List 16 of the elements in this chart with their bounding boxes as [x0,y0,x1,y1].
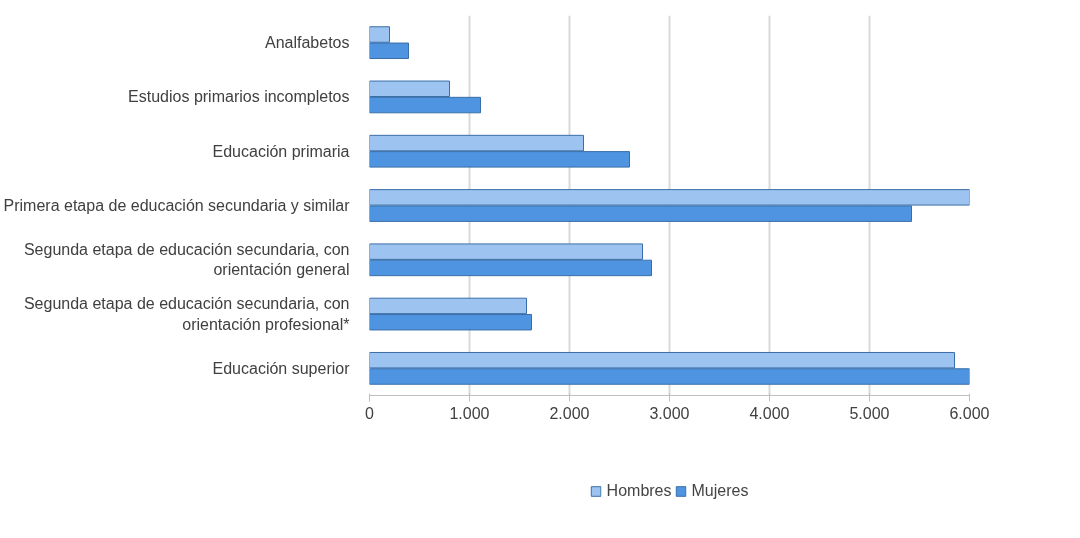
y-tick-label: Educación primaria [212,142,350,160]
legend-label: Hombres [606,481,672,500]
y-tick-label: Educación superior [212,359,351,377]
x-tick-label: 4.000 [749,404,790,422]
y-tick-label: Estudios primarios incompletos [128,88,350,106]
legend-label: Mujeres [691,481,749,500]
y-tick-label: Primera etapa de educación secundaria y similar [3,197,351,214]
x-tick-label: 3.000 [649,404,690,422]
y-tick-label: Segunda etapa de educación secundaria, con orientación profesional* [23,295,350,333]
x-tick-label: 1.000 [449,404,490,422]
x-tick-label: 2.000 [549,404,590,422]
y-tick-label: Analfabetos [264,34,350,52]
x-tick-label: 5.000 [849,404,890,422]
y-tick-label: Segunda etapa de educación secundaria, con orientación general [23,241,350,279]
x-tick-label: 6.000 [949,404,990,422]
x-tick-label: 0 [365,404,375,422]
